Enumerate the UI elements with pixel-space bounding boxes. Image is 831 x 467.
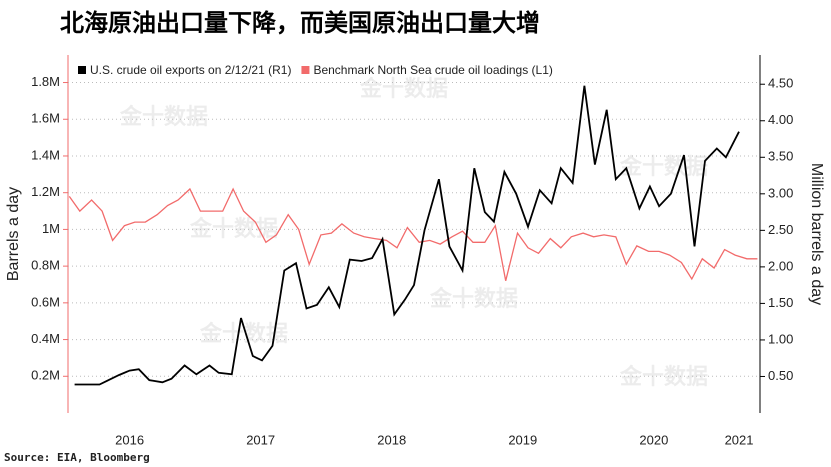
- watermark: 金十数据: [619, 364, 708, 390]
- y-tick-label: 0.4M: [31, 331, 60, 346]
- y2-tick-label: 4.50: [768, 76, 793, 91]
- y-tick-label: 1.2M: [31, 184, 60, 199]
- x-tick-label: 2020: [639, 432, 668, 447]
- chart-title: 北海原油出口量下降，而美国原油出口量大增: [60, 9, 540, 37]
- y-axis-label: Barrels a day: [5, 187, 22, 281]
- y2-tick-label: 2.50: [768, 222, 793, 237]
- y2-tick-label: 3.00: [768, 185, 793, 200]
- y-tick-label: 0.2M: [31, 368, 60, 383]
- source: Source: EIA, Bloomberg: [4, 451, 150, 464]
- watermark: 金十数据: [429, 286, 518, 312]
- x-tick-label: 2019: [508, 432, 537, 447]
- y-tick-label: 1.4M: [31, 147, 60, 162]
- x-tick-label: 2016: [115, 432, 144, 447]
- series-line: [74, 85, 740, 386]
- watermark: 金十数据: [119, 104, 208, 130]
- legend-swatch: [301, 66, 310, 74]
- y2-tick-label: 0.50: [768, 368, 793, 383]
- series-line: [68, 187, 758, 281]
- y2-tick-label: 1.50: [768, 295, 793, 310]
- y-tick-label: 1.6M: [31, 111, 60, 126]
- y-tick-label: 1.8M: [31, 74, 60, 89]
- y2-tick-label: 3.50: [768, 149, 793, 164]
- legend-label: Benchmark North Sea crude oil loadings (…: [313, 63, 552, 77]
- x-tick-label: 2021: [725, 432, 754, 447]
- y2-tick-label: 1.00: [768, 331, 793, 346]
- watermark: 金十数据: [619, 154, 708, 180]
- y-tick-label: 0.6M: [31, 294, 60, 309]
- legend-label: U.S. crude oil exports on 2/12/21 (R1): [90, 63, 291, 77]
- y-tick-label: 1M: [42, 221, 60, 236]
- x-tick-label: 2018: [377, 432, 406, 447]
- y2-tick-label: 2.00: [768, 258, 793, 273]
- y2-tick-label: 4.00: [768, 112, 793, 127]
- y-tick-label: 0.8M: [31, 258, 60, 273]
- y2-axis-label: Million barrels a day: [808, 163, 825, 305]
- x-tick-label: 2017: [246, 432, 275, 447]
- legend-swatch: [78, 66, 86, 74]
- watermark: 金十数据: [359, 76, 448, 102]
